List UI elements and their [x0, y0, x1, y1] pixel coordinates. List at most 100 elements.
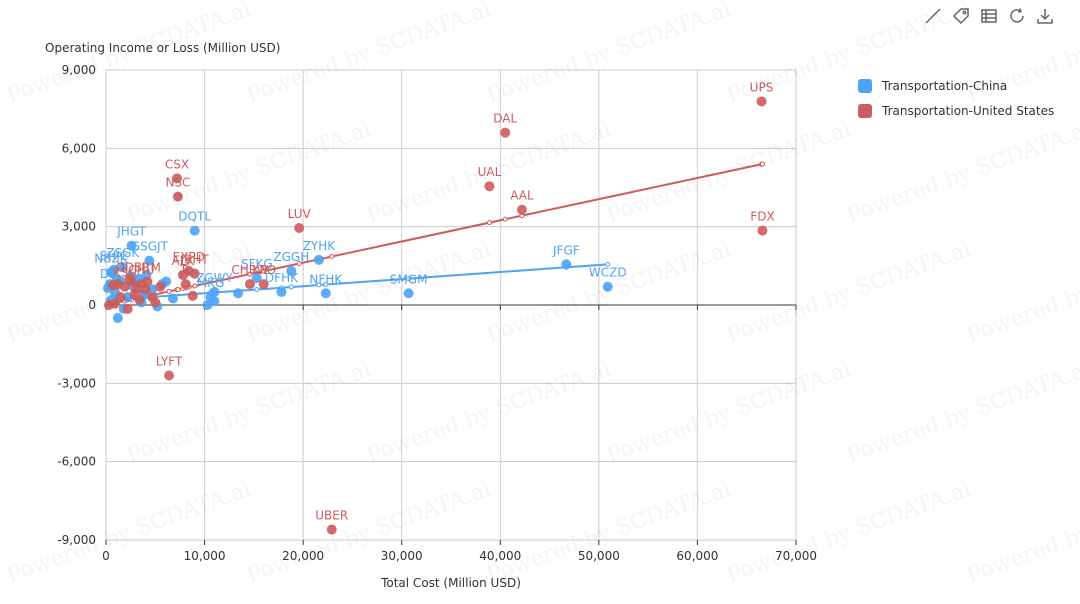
data-point[interactable] [286, 266, 297, 277]
trendline-marker [323, 282, 329, 288]
line-icon[interactable] [922, 5, 944, 27]
refresh-icon[interactable] [1006, 5, 1028, 27]
point-label: SHJC [100, 249, 129, 263]
data-point[interactable] [403, 288, 414, 299]
point-label: UAL [478, 165, 502, 179]
data-point[interactable] [144, 255, 155, 266]
point-label: SFKG [241, 257, 273, 271]
legend-label-china: Transportation-China [882, 78, 1008, 93]
y-tick-label: 0 [88, 298, 96, 312]
point-label: EXPD [173, 250, 205, 264]
data-point[interactable] [326, 524, 337, 535]
data-point[interactable] [103, 300, 114, 310]
point-label: LUV [288, 207, 312, 221]
legend-swatch-united-states [858, 103, 872, 118]
x-tick-label: 30,000 [381, 549, 423, 563]
x-tick-label: 20,000 [282, 549, 324, 563]
data-point[interactable] [147, 284, 158, 295]
data-point[interactable] [484, 181, 495, 192]
point-label: SMGM [390, 272, 428, 286]
point-label: CHRW [231, 263, 268, 277]
trendline-marker [502, 216, 508, 222]
x-axis-title: Total Cost (Million USD) [380, 576, 521, 590]
data-point[interactable] [233, 288, 244, 299]
trendline-marker [605, 261, 611, 267]
trendline-marker [247, 271, 253, 277]
data-point[interactable] [142, 276, 153, 287]
x-tick-label: 70,000 [775, 549, 817, 563]
legend-item-united-states[interactable]: Transportation-United States [858, 98, 1054, 123]
point-label: DQTL [178, 210, 211, 224]
point-label: NFHK [309, 272, 343, 286]
point-label: ZGWY [196, 271, 233, 285]
point-label: JFGF [552, 243, 580, 257]
data-point[interactable] [187, 290, 198, 301]
data-point[interactable] [117, 262, 128, 273]
data-point[interactable] [115, 292, 126, 303]
data-point[interactable] [168, 293, 179, 304]
point-label: ZGGH [273, 250, 309, 264]
chart-legend: Transportation-China Transportation-Unit… [858, 73, 1054, 123]
point-label: ZYHK [303, 239, 337, 253]
data-point[interactable] [171, 173, 182, 184]
data-point[interactable] [140, 284, 151, 295]
data-point[interactable] [516, 204, 527, 215]
data-point[interactable] [189, 225, 200, 236]
trendline-marker [175, 287, 181, 293]
data-point[interactable] [105, 267, 116, 278]
point-label: UPS [750, 80, 774, 94]
data-point[interactable] [251, 273, 262, 284]
data-point[interactable] [112, 313, 123, 324]
trendline-marker [192, 283, 198, 289]
trendline-marker [166, 288, 172, 294]
point-label: DL [100, 267, 116, 281]
data-point[interactable] [107, 280, 118, 291]
data-point[interactable] [602, 281, 613, 292]
point-label: BRM [134, 261, 161, 275]
point-label: DFHK [265, 271, 299, 285]
trendline-marker [329, 254, 335, 260]
data-point[interactable] [124, 273, 135, 284]
x-tick-label: 0 [102, 549, 110, 563]
data-point[interactable] [126, 240, 137, 251]
data-point[interactable] [244, 279, 255, 290]
data-point[interactable] [155, 281, 166, 292]
data-point[interactable] [320, 288, 331, 299]
data-point[interactable] [757, 225, 768, 236]
data-point[interactable] [313, 254, 324, 265]
data-point[interactable] [205, 292, 216, 303]
y-tick-label: -9,000 [57, 533, 96, 547]
table-icon[interactable] [978, 5, 1000, 27]
point-label: KSU [113, 266, 137, 280]
trendline-marker [316, 282, 322, 288]
legend-item-china[interactable]: Transportation-China [858, 73, 1054, 98]
data-point[interactable] [500, 127, 511, 138]
tag-icon[interactable] [950, 5, 972, 27]
data-point[interactable] [561, 259, 572, 270]
trendline-marker [254, 286, 260, 292]
trendline-marker [759, 161, 765, 167]
point-label: JHGT [116, 225, 146, 239]
data-point[interactable] [276, 286, 287, 297]
trendline-marker [288, 284, 294, 290]
data-point[interactable] [122, 303, 133, 314]
point-layer [102, 96, 768, 535]
data-point[interactable] [134, 294, 145, 305]
y-tick-label: 3,000 [62, 220, 96, 234]
data-point[interactable] [258, 279, 269, 290]
y-axis-title: Operating Income or Loss (Million USD) [45, 41, 280, 55]
data-point[interactable] [294, 222, 305, 233]
data-point[interactable] [150, 297, 161, 308]
y-tick-label: -6,000 [57, 455, 96, 469]
data-point[interactable] [189, 268, 200, 279]
data-point[interactable] [180, 279, 191, 290]
y-tick-label: -3,000 [57, 376, 96, 390]
download-icon[interactable] [1034, 5, 1056, 27]
data-point[interactable] [172, 191, 183, 202]
trendline-marker [486, 220, 492, 226]
data-point[interactable] [756, 96, 767, 107]
point-label: MKG [197, 276, 225, 290]
data-point[interactable] [164, 370, 175, 381]
